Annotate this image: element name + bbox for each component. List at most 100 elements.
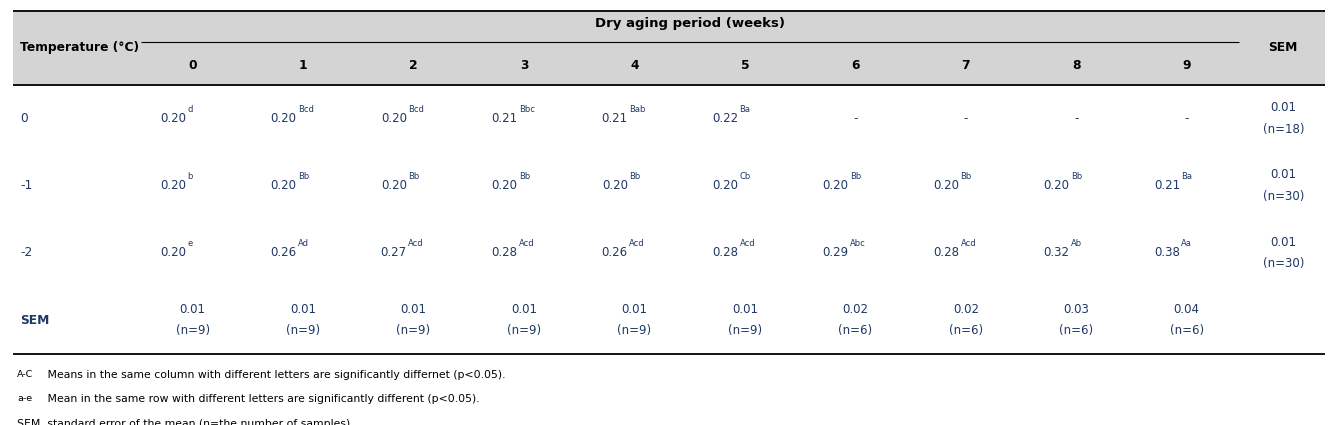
Text: Ba: Ba bbox=[739, 105, 751, 114]
Text: Acd: Acd bbox=[408, 239, 424, 248]
Text: 0.01: 0.01 bbox=[511, 303, 538, 316]
Text: -: - bbox=[963, 112, 968, 125]
Text: SEM: SEM bbox=[20, 314, 49, 326]
Text: 0.01: 0.01 bbox=[400, 303, 427, 316]
Text: 0.21: 0.21 bbox=[602, 112, 628, 125]
Text: 0.20: 0.20 bbox=[160, 112, 185, 125]
Text: Bb: Bb bbox=[408, 172, 419, 181]
Text: -: - bbox=[1185, 112, 1189, 125]
Text: 0.01: 0.01 bbox=[289, 303, 316, 316]
Text: 0.21: 0.21 bbox=[491, 112, 518, 125]
Text: 0.01: 0.01 bbox=[1270, 235, 1297, 249]
Text: 0.20: 0.20 bbox=[271, 179, 296, 192]
Text: Ab: Ab bbox=[1071, 239, 1082, 248]
Text: -: - bbox=[854, 112, 858, 125]
Text: 0.01: 0.01 bbox=[180, 303, 205, 316]
Text: 0.01: 0.01 bbox=[1270, 101, 1297, 114]
Text: 0.01: 0.01 bbox=[732, 303, 758, 316]
Text: 2: 2 bbox=[410, 59, 418, 72]
Text: 0.20: 0.20 bbox=[712, 179, 738, 192]
Text: b: b bbox=[187, 172, 192, 181]
Text: Acd: Acd bbox=[630, 239, 644, 248]
Text: 0.28: 0.28 bbox=[712, 246, 738, 259]
Text: (n=6): (n=6) bbox=[838, 324, 872, 337]
Bar bbox=[13, 85, 1325, 152]
Text: 0.20: 0.20 bbox=[160, 179, 185, 192]
Text: Ba: Ba bbox=[1182, 172, 1193, 181]
Text: (n=9): (n=9) bbox=[618, 324, 651, 337]
Text: 9: 9 bbox=[1182, 59, 1191, 72]
Text: Dry aging period (weeks): Dry aging period (weeks) bbox=[595, 17, 784, 30]
Text: 0.27: 0.27 bbox=[380, 246, 407, 259]
Text: Mean in the same row with different letters are significantly different (p<0.05): Mean in the same row with different lett… bbox=[44, 394, 480, 405]
Text: 0.28: 0.28 bbox=[491, 246, 518, 259]
Text: (n=30): (n=30) bbox=[1262, 257, 1305, 270]
Text: Bb: Bb bbox=[1071, 172, 1082, 181]
Text: 0.20: 0.20 bbox=[160, 246, 185, 259]
Text: 0.02: 0.02 bbox=[842, 303, 868, 316]
Text: -: - bbox=[1074, 112, 1078, 125]
Text: 0.20: 0.20 bbox=[382, 112, 407, 125]
Text: 4: 4 bbox=[630, 59, 639, 72]
Text: (n=9): (n=9) bbox=[728, 324, 762, 337]
Text: 0.01: 0.01 bbox=[622, 303, 647, 316]
Text: 0.20: 0.20 bbox=[823, 179, 848, 192]
Text: 0.20: 0.20 bbox=[491, 179, 518, 192]
Text: 0.22: 0.22 bbox=[712, 112, 738, 125]
Text: Bb: Bb bbox=[850, 172, 862, 181]
Text: 0.03: 0.03 bbox=[1063, 303, 1089, 316]
Text: -2: -2 bbox=[20, 246, 32, 259]
Text: (n=9): (n=9) bbox=[285, 324, 320, 337]
Bar bbox=[13, 11, 1325, 85]
Text: 0.26: 0.26 bbox=[602, 246, 628, 259]
Text: 5: 5 bbox=[740, 59, 750, 72]
Text: (n=6): (n=6) bbox=[1170, 324, 1203, 337]
Text: Temperature (°C): Temperature (°C) bbox=[20, 41, 139, 54]
Text: Aa: Aa bbox=[1182, 239, 1193, 248]
Text: (n=18): (n=18) bbox=[1262, 123, 1305, 136]
Text: SEM, standard error of the mean (n=the number of samples).: SEM, standard error of the mean (n=the n… bbox=[17, 419, 354, 425]
Text: SEM: SEM bbox=[1269, 41, 1298, 54]
Text: 0.20: 0.20 bbox=[934, 179, 959, 192]
Text: -1: -1 bbox=[20, 179, 32, 192]
Text: Means in the same column with different letters are significantly differnet (p<0: Means in the same column with different … bbox=[44, 370, 506, 380]
Text: Bb: Bb bbox=[297, 172, 309, 181]
Text: (n=9): (n=9) bbox=[176, 324, 209, 337]
Text: Acd: Acd bbox=[519, 239, 535, 248]
Text: 0: 0 bbox=[188, 59, 197, 72]
Text: 7: 7 bbox=[962, 59, 970, 72]
Text: Bb: Bb bbox=[519, 172, 530, 181]
Text: d: d bbox=[187, 105, 192, 114]
Text: (n=6): (n=6) bbox=[1059, 324, 1094, 337]
Text: 0.21: 0.21 bbox=[1154, 179, 1181, 192]
Text: 0.38: 0.38 bbox=[1154, 246, 1181, 259]
Text: 8: 8 bbox=[1073, 59, 1081, 72]
Text: 6: 6 bbox=[851, 59, 859, 72]
Text: 0.26: 0.26 bbox=[271, 246, 296, 259]
Text: 0.32: 0.32 bbox=[1043, 246, 1070, 259]
Text: 3: 3 bbox=[520, 59, 528, 72]
Text: Acd: Acd bbox=[960, 239, 976, 248]
Text: 0.04: 0.04 bbox=[1174, 303, 1199, 316]
Text: 1: 1 bbox=[299, 59, 307, 72]
Text: 0.20: 0.20 bbox=[382, 179, 407, 192]
Text: (n=9): (n=9) bbox=[396, 324, 431, 337]
Text: Bcd: Bcd bbox=[297, 105, 313, 114]
Text: (n=30): (n=30) bbox=[1262, 190, 1305, 203]
Text: 0.20: 0.20 bbox=[602, 179, 628, 192]
Text: Acd: Acd bbox=[739, 239, 755, 248]
Text: 0.02: 0.02 bbox=[952, 303, 979, 316]
Text: Abc: Abc bbox=[850, 239, 866, 248]
Text: Bcd: Bcd bbox=[408, 105, 424, 114]
Text: 0.01: 0.01 bbox=[1270, 168, 1297, 181]
Text: 0.29: 0.29 bbox=[823, 246, 848, 259]
Bar bbox=[13, 219, 1325, 286]
Text: (n=6): (n=6) bbox=[948, 324, 983, 337]
Text: 0.20: 0.20 bbox=[271, 112, 296, 125]
Text: Bbc: Bbc bbox=[519, 105, 535, 114]
Text: a-e: a-e bbox=[17, 394, 32, 403]
Text: 0.20: 0.20 bbox=[1043, 179, 1070, 192]
Text: 0: 0 bbox=[20, 112, 28, 125]
Bar bbox=[13, 286, 1325, 354]
Text: Ad: Ad bbox=[297, 239, 308, 248]
